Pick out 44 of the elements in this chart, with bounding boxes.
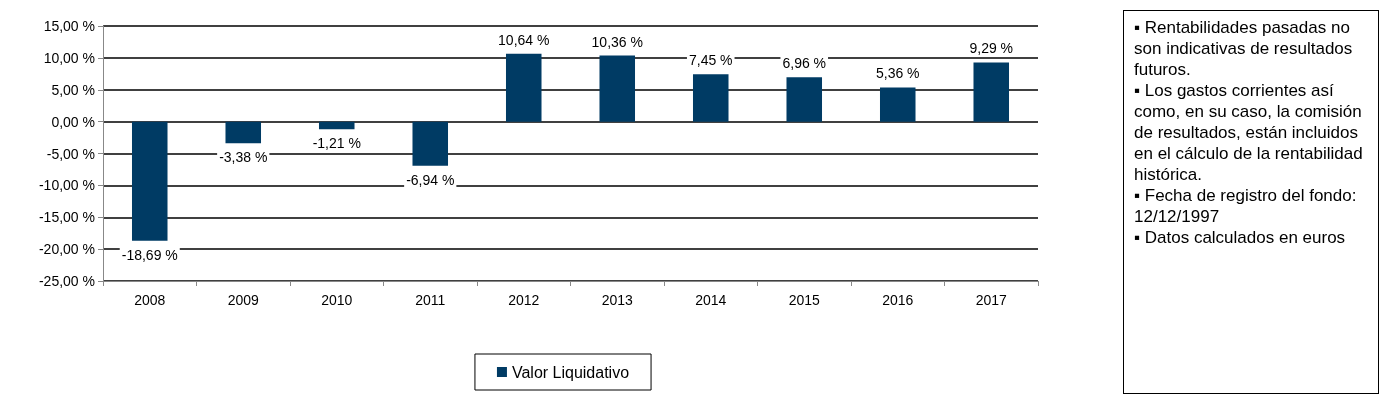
bar (599, 55, 636, 122)
text: ▪ Rentabilidades pasadas no son indicativas de resultados futuros. (1134, 17, 1354, 80)
y-tick-label: -25,00 % (38, 273, 95, 289)
x-tick-label: 2011 (415, 292, 446, 308)
x-tick-label: 2016 (882, 292, 914, 308)
x-tick-label: 2015 (788, 292, 821, 308)
data-label: -1,21 % (312, 135, 361, 152)
data-label: -18,69 % (121, 246, 178, 263)
data-label: -6,94 % (406, 171, 455, 188)
x-tick-label: 2013 (601, 292, 634, 308)
data-label: 6,96 % (782, 55, 827, 72)
y-tick-label: -5,00 % (46, 145, 95, 162)
data-label: 9,29 % (969, 40, 1014, 57)
data-label: 5,36 % (875, 65, 920, 82)
y-tick-label: 15,00 % (43, 18, 95, 34)
text: ▪ Fecha de registro del fondo: 12/12/1997 (1134, 185, 1358, 227)
y-tick-label: 0,00 % (51, 113, 95, 130)
bar (318, 121, 355, 130)
legend-label: Valor Liquidativo (511, 363, 630, 381)
data-label: -3,38 % (219, 149, 268, 166)
y-tick-label: 10,00 % (43, 49, 95, 66)
x-tick-label: 2012 (508, 292, 540, 308)
bar (692, 74, 729, 122)
y-tick-label: -20,00 % (38, 241, 95, 258)
y-tick-label: 5,00 % (51, 81, 95, 98)
bar (225, 121, 262, 144)
bar (973, 62, 1010, 122)
text: ▪ Los gastos corrientes así como, en su caso, la comisión de resultados, están incluidos en el cálculo de la rentabilidad histórica. (1134, 80, 1364, 185)
x-tick-label: 2008 (134, 292, 166, 308)
bar (412, 121, 449, 166)
bar (505, 53, 542, 122)
x-tick-label: 2014 (695, 292, 727, 308)
x-tick-label: 2017 (975, 292, 1008, 308)
text: ▪ Datos calculados en euros (1134, 227, 1347, 248)
y-tick-label: -10,00 % (38, 177, 95, 194)
bar (131, 121, 168, 241)
data-label: 10,36 % (591, 33, 643, 50)
bar (879, 87, 916, 122)
y-tick-label: -15,00 % (38, 209, 95, 226)
x-tick-label: 2009 (227, 292, 260, 308)
data-label: 7,45 % (688, 52, 733, 69)
data-label: 10,64 % (498, 31, 550, 48)
x-tick-label: 2010 (321, 292, 353, 308)
bar (786, 77, 823, 122)
